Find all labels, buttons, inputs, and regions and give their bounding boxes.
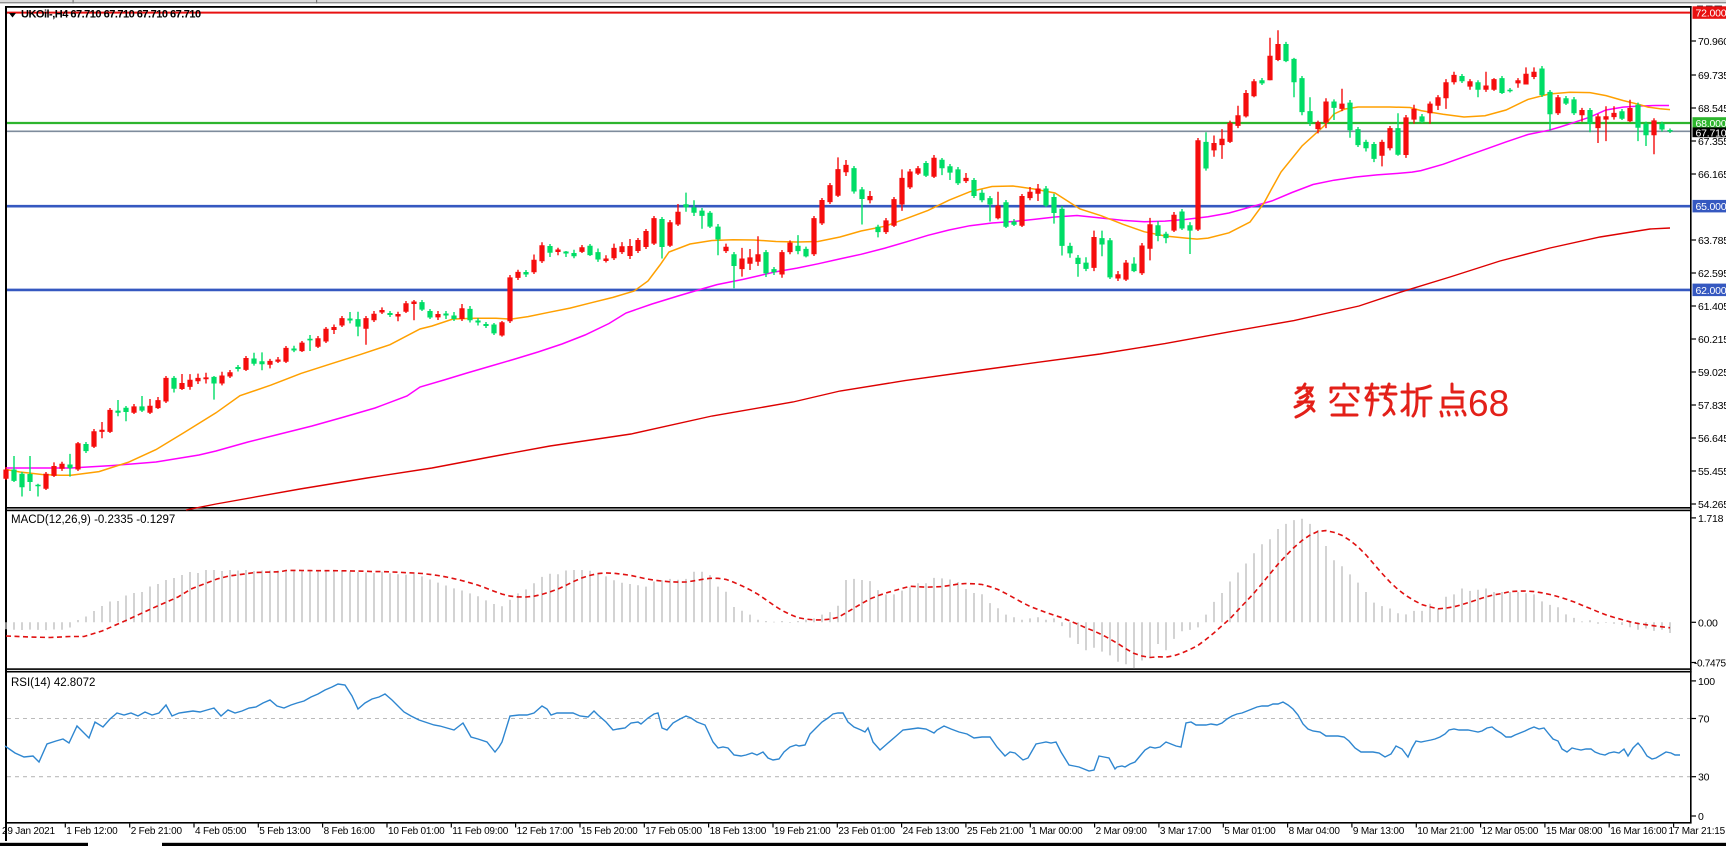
svg-text:30: 30	[1698, 772, 1710, 784]
svg-text:62.595: 62.595	[1698, 268, 1726, 280]
svg-text:56.645: 56.645	[1698, 433, 1726, 445]
svg-text:8 Feb 16:00: 8 Feb 16:00	[324, 826, 376, 837]
svg-text:17 Mar 21:15: 17 Mar 21:15	[1668, 826, 1725, 837]
svg-text:25 Feb 21:00: 25 Feb 21:00	[967, 826, 1024, 837]
svg-text:18 Feb 13:00: 18 Feb 13:00	[710, 826, 767, 837]
svg-text:1 Mar 00:00: 1 Mar 00:00	[1031, 826, 1083, 837]
svg-text:10 Mar 21:00: 10 Mar 21:00	[1417, 826, 1474, 837]
svg-text:67.710: 67.710	[1696, 127, 1726, 139]
svg-text:24 Feb 13:00: 24 Feb 13:00	[903, 826, 960, 837]
svg-text:68: 68	[1468, 383, 1509, 424]
svg-text:59.025: 59.025	[1698, 367, 1726, 379]
svg-text:3 Mar 17:00: 3 Mar 17:00	[1160, 826, 1212, 837]
svg-text:70: 70	[1698, 714, 1710, 726]
svg-text:1.718: 1.718	[1698, 513, 1724, 525]
svg-text:10 Feb 01:00: 10 Feb 01:00	[388, 826, 445, 837]
svg-text:4 Feb 05:00: 4 Feb 05:00	[195, 826, 247, 837]
svg-text:12 Feb 17:00: 12 Feb 17:00	[517, 826, 574, 837]
svg-text:67.355: 67.355	[1698, 136, 1726, 148]
svg-text:17 Feb 05:00: 17 Feb 05:00	[645, 826, 702, 837]
svg-text:0: 0	[1698, 811, 1704, 823]
svg-text:23 Feb 01:00: 23 Feb 01:00	[838, 826, 895, 837]
svg-text:68.545: 68.545	[1698, 103, 1726, 115]
svg-text:12 Mar 05:00: 12 Mar 05:00	[1482, 826, 1539, 837]
svg-text:RSI(14) 42.8072: RSI(14) 42.8072	[11, 677, 95, 689]
svg-text:63.785: 63.785	[1698, 235, 1726, 247]
svg-text:66.165: 66.165	[1698, 169, 1726, 181]
svg-text:57.835: 57.835	[1698, 400, 1726, 412]
svg-text:69.735: 69.735	[1698, 70, 1726, 82]
svg-text:16 Mar 16:00: 16 Mar 16:00	[1610, 826, 1667, 837]
svg-text:62.000: 62.000	[1696, 285, 1726, 297]
svg-text:-0.7475: -0.7475	[1694, 659, 1726, 670]
svg-text:61.405: 61.405	[1698, 301, 1726, 313]
svg-text:54.265: 54.265	[1698, 499, 1726, 511]
svg-text:60.215: 60.215	[1698, 334, 1726, 346]
svg-text:15 Feb 20:00: 15 Feb 20:00	[581, 826, 638, 837]
svg-text:UKOil-,H4 67.710 67.710 67.71: UKOil-,H4 67.710 67.710 67.710 67.710	[21, 9, 201, 21]
svg-text:70.960: 70.960	[1698, 36, 1726, 48]
svg-text:72.000: 72.000	[1696, 8, 1726, 20]
svg-text:65.000: 65.000	[1696, 201, 1726, 213]
svg-text:19 Feb 21:00: 19 Feb 21:00	[774, 826, 831, 837]
svg-text:55.455: 55.455	[1698, 466, 1726, 478]
svg-text:9 Mar 13:00: 9 Mar 13:00	[1353, 826, 1405, 837]
svg-text:0.00: 0.00	[1698, 617, 1718, 629]
svg-text:8 Mar 04:00: 8 Mar 04:00	[1289, 826, 1341, 837]
svg-text:5 Feb 13:00: 5 Feb 13:00	[259, 826, 311, 837]
svg-text:11 Feb 09:00: 11 Feb 09:00	[452, 826, 508, 837]
svg-text:1 Feb 12:00: 1 Feb 12:00	[66, 826, 118, 837]
svg-text:5 Mar 01:00: 5 Mar 01:00	[1224, 826, 1276, 837]
svg-text:100: 100	[1698, 676, 1715, 688]
svg-text:15 Mar 08:00: 15 Mar 08:00	[1546, 826, 1603, 837]
svg-text:2 Mar 09:00: 2 Mar 09:00	[1096, 826, 1148, 837]
svg-text:MACD(12,26,9) -0.2335 -0.1297: MACD(12,26,9) -0.2335 -0.1297	[11, 514, 175, 526]
svg-text:2 Feb 21:00: 2 Feb 21:00	[131, 826, 183, 837]
svg-text:29 Jan 2021: 29 Jan 2021	[2, 826, 55, 837]
svg-text:68.000: 68.000	[1696, 118, 1726, 130]
